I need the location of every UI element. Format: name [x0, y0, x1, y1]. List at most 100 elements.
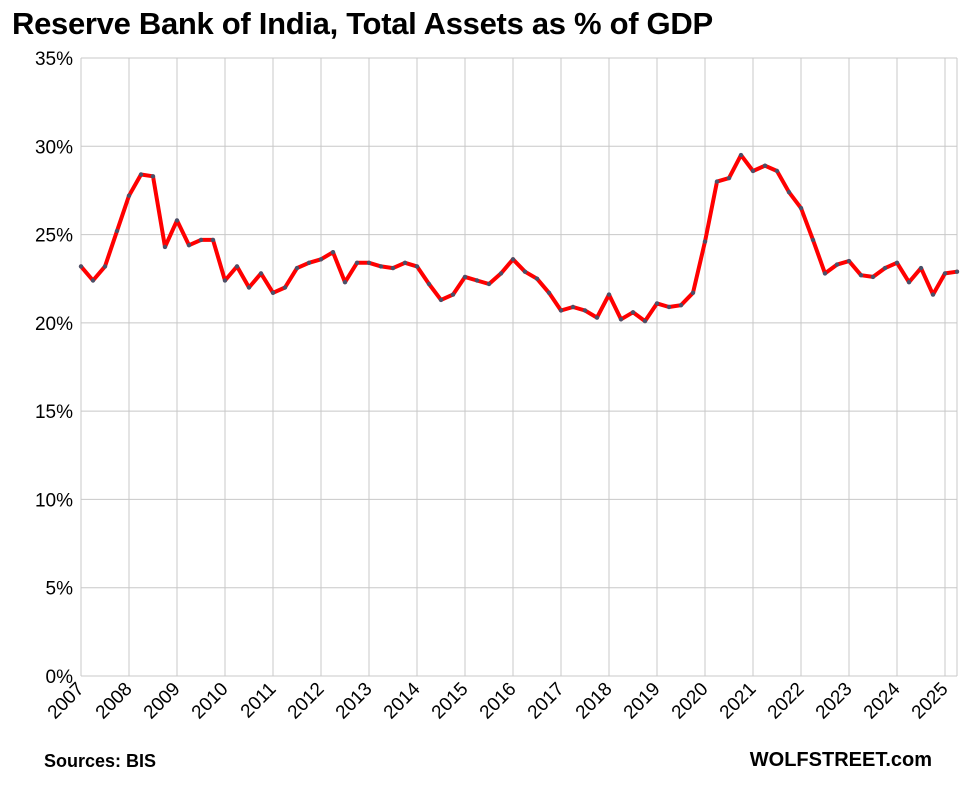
data-point — [954, 269, 960, 274]
data-point — [126, 193, 132, 198]
data-point — [186, 243, 192, 248]
x-tick-label: 2024 — [860, 678, 905, 723]
data-point — [318, 257, 324, 262]
data-point — [246, 285, 252, 290]
x-tick-label: 2008 — [92, 679, 137, 724]
y-tick-label: 25% — [35, 226, 73, 247]
data-point — [738, 152, 744, 158]
x-tick-label: 2016 — [476, 679, 521, 724]
x-tick-label: 2009 — [140, 679, 185, 724]
data-point — [198, 237, 204, 243]
data-point — [834, 262, 840, 267]
data-point — [558, 308, 564, 313]
data-point — [270, 290, 276, 295]
data-point — [606, 292, 612, 297]
x-tick-label: 2017 — [524, 679, 569, 724]
data-point — [90, 278, 96, 283]
brand-note: WOLFSTREET.com — [749, 749, 932, 771]
data-point — [846, 258, 852, 264]
data-point — [882, 265, 888, 271]
y-axis-ticks: 0% 5% 10% 15% 20% 25% 30% 35% — [35, 49, 73, 688]
source-note: Sources: BIS — [44, 751, 157, 771]
data-point — [690, 290, 696, 295]
data-point — [342, 280, 348, 285]
data-point — [678, 303, 684, 308]
x-tick-label: 2018 — [572, 679, 617, 724]
data-point — [786, 190, 792, 195]
data-point — [594, 315, 600, 320]
data-point — [390, 265, 396, 271]
data-point — [258, 271, 264, 276]
x-tick-label: 2019 — [620, 679, 665, 724]
series-line — [79, 153, 959, 324]
data-point — [414, 264, 420, 269]
data-point — [306, 260, 312, 265]
data-point — [774, 168, 780, 174]
y-tick-label: 0% — [46, 667, 74, 688]
data-point — [930, 292, 936, 297]
y-tick-label: 35% — [35, 49, 73, 70]
data-point — [426, 281, 432, 287]
data-point — [366, 260, 372, 265]
data-point — [222, 278, 228, 283]
data-point — [486, 281, 492, 287]
data-point — [942, 271, 948, 276]
x-tick-label: 2022 — [764, 679, 809, 724]
data-series — [78, 152, 960, 324]
data-point — [546, 290, 552, 295]
data-point — [354, 260, 360, 265]
x-tick-label: 2014 — [380, 678, 425, 723]
data-point — [702, 239, 708, 244]
gridlines — [80, 57, 958, 677]
x-tick-label: 2012 — [284, 679, 329, 724]
y-tick-label: 15% — [35, 402, 73, 423]
data-point — [570, 304, 576, 310]
y-tick-label: 5% — [46, 579, 74, 600]
data-point — [450, 292, 456, 297]
x-tick-label: 2015 — [428, 679, 473, 724]
data-point — [762, 163, 768, 168]
data-point — [402, 260, 408, 265]
data-point — [714, 179, 720, 184]
data-point — [378, 264, 384, 269]
data-point — [474, 278, 480, 283]
x-tick-label: 2010 — [188, 679, 233, 724]
data-point — [138, 172, 144, 177]
x-tick-label: 2011 — [237, 679, 281, 723]
y-tick-label: 20% — [35, 314, 73, 335]
x-axis-ticks: 2007 2008 2009 2010 2011 2012 2013 2014 2015 2016… — [44, 678, 953, 723]
data-point — [822, 271, 828, 276]
data-point — [510, 257, 516, 262]
y-tick-label: 30% — [35, 137, 73, 158]
x-tick-label: 2025 — [908, 679, 953, 724]
data-point — [642, 318, 648, 324]
data-point — [918, 265, 924, 271]
data-point — [630, 310, 636, 315]
data-point — [102, 264, 108, 269]
data-point — [114, 228, 120, 234]
chart-title: Reserve Bank of India, Total Assets as %… — [12, 6, 713, 41]
data-point — [498, 271, 504, 276]
data-point — [330, 250, 336, 255]
data-point — [234, 264, 240, 269]
x-tick-label: 2020 — [668, 679, 713, 724]
data-point — [282, 285, 288, 290]
data-point — [162, 244, 168, 250]
data-point — [894, 260, 900, 265]
data-point — [906, 280, 912, 285]
x-tick-label: 2023 — [812, 679, 857, 724]
data-point — [726, 175, 732, 181]
data-point — [174, 218, 180, 223]
data-point — [654, 301, 660, 306]
data-point — [534, 276, 540, 281]
data-point — [522, 269, 528, 274]
data-point — [858, 273, 864, 278]
data-point — [750, 168, 756, 174]
data-point — [618, 317, 624, 322]
data-point — [150, 174, 156, 179]
data-point — [78, 264, 84, 269]
data-point — [870, 274, 876, 280]
data-point — [810, 237, 816, 243]
data-point — [294, 265, 300, 271]
